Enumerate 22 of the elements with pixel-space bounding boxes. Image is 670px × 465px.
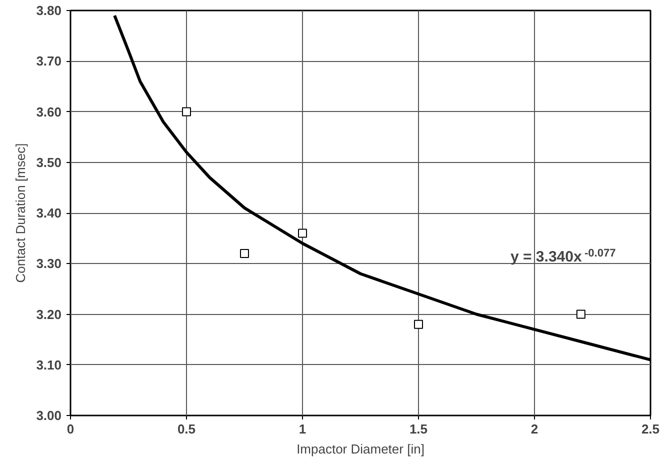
x-tick-label: 0.5 xyxy=(177,422,196,436)
y-tick-label: 3.50 xyxy=(36,154,62,170)
y-tick-label: 3.00 xyxy=(36,408,62,423)
point xyxy=(298,228,307,238)
x-tick-label: 2 xyxy=(530,422,538,436)
y-tick-label: 3.30 xyxy=(36,256,62,272)
y-tick-label: 3.10 xyxy=(36,357,62,372)
x-tick-label: 1.5 xyxy=(409,422,428,436)
y-tick-label: 3.80 xyxy=(36,3,62,18)
x-tick-label: 2.5 xyxy=(641,422,660,436)
point xyxy=(240,249,249,258)
y-tick-label: 3.40 xyxy=(36,206,62,220)
point xyxy=(182,107,191,116)
point xyxy=(414,320,423,329)
y-tick-label: 3.70 xyxy=(36,54,62,69)
point xyxy=(576,310,586,319)
x-axis-title: Impactor Diameter [in] xyxy=(296,442,424,456)
x-tick-label: 1 xyxy=(298,422,306,436)
x-tick-label: 0 xyxy=(66,422,74,436)
y-tick-label: 3.60 xyxy=(36,104,62,120)
y-axis-title: Contact Duration [msec] xyxy=(13,143,28,283)
y-tick-label: 3.20 xyxy=(36,306,62,322)
